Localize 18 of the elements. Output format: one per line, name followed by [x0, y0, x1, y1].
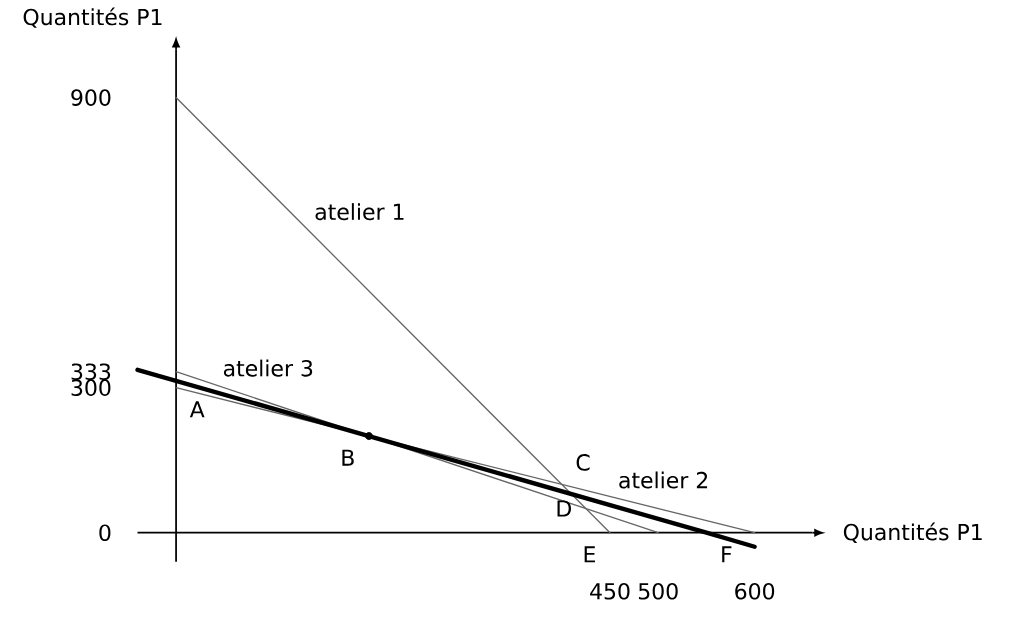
x-tick-label: 500	[638, 582, 678, 600]
x-tick-label: 450	[590, 582, 630, 600]
y-tick-label: 333	[71, 363, 111, 381]
series-label: atelier 3	[223, 359, 313, 377]
y-tick-label: 300	[71, 379, 111, 396]
annotation: E	[584, 546, 595, 563]
x-axis-title: Quantités P1	[843, 522, 982, 543]
series-label: atelier 1	[315, 203, 404, 221]
y-tick-label: 0	[99, 524, 111, 542]
x-tick-label: 600	[735, 582, 775, 600]
annotation: D	[557, 500, 571, 517]
series-label: atelier 2	[619, 471, 708, 489]
y-axis-title: Quantités P1	[23, 7, 162, 28]
annotation: A	[189, 401, 205, 418]
annotation: B	[342, 449, 354, 466]
annotation: C	[576, 454, 590, 471]
y-tick-label: 900	[71, 89, 111, 106]
annotation: F	[722, 546, 732, 563]
